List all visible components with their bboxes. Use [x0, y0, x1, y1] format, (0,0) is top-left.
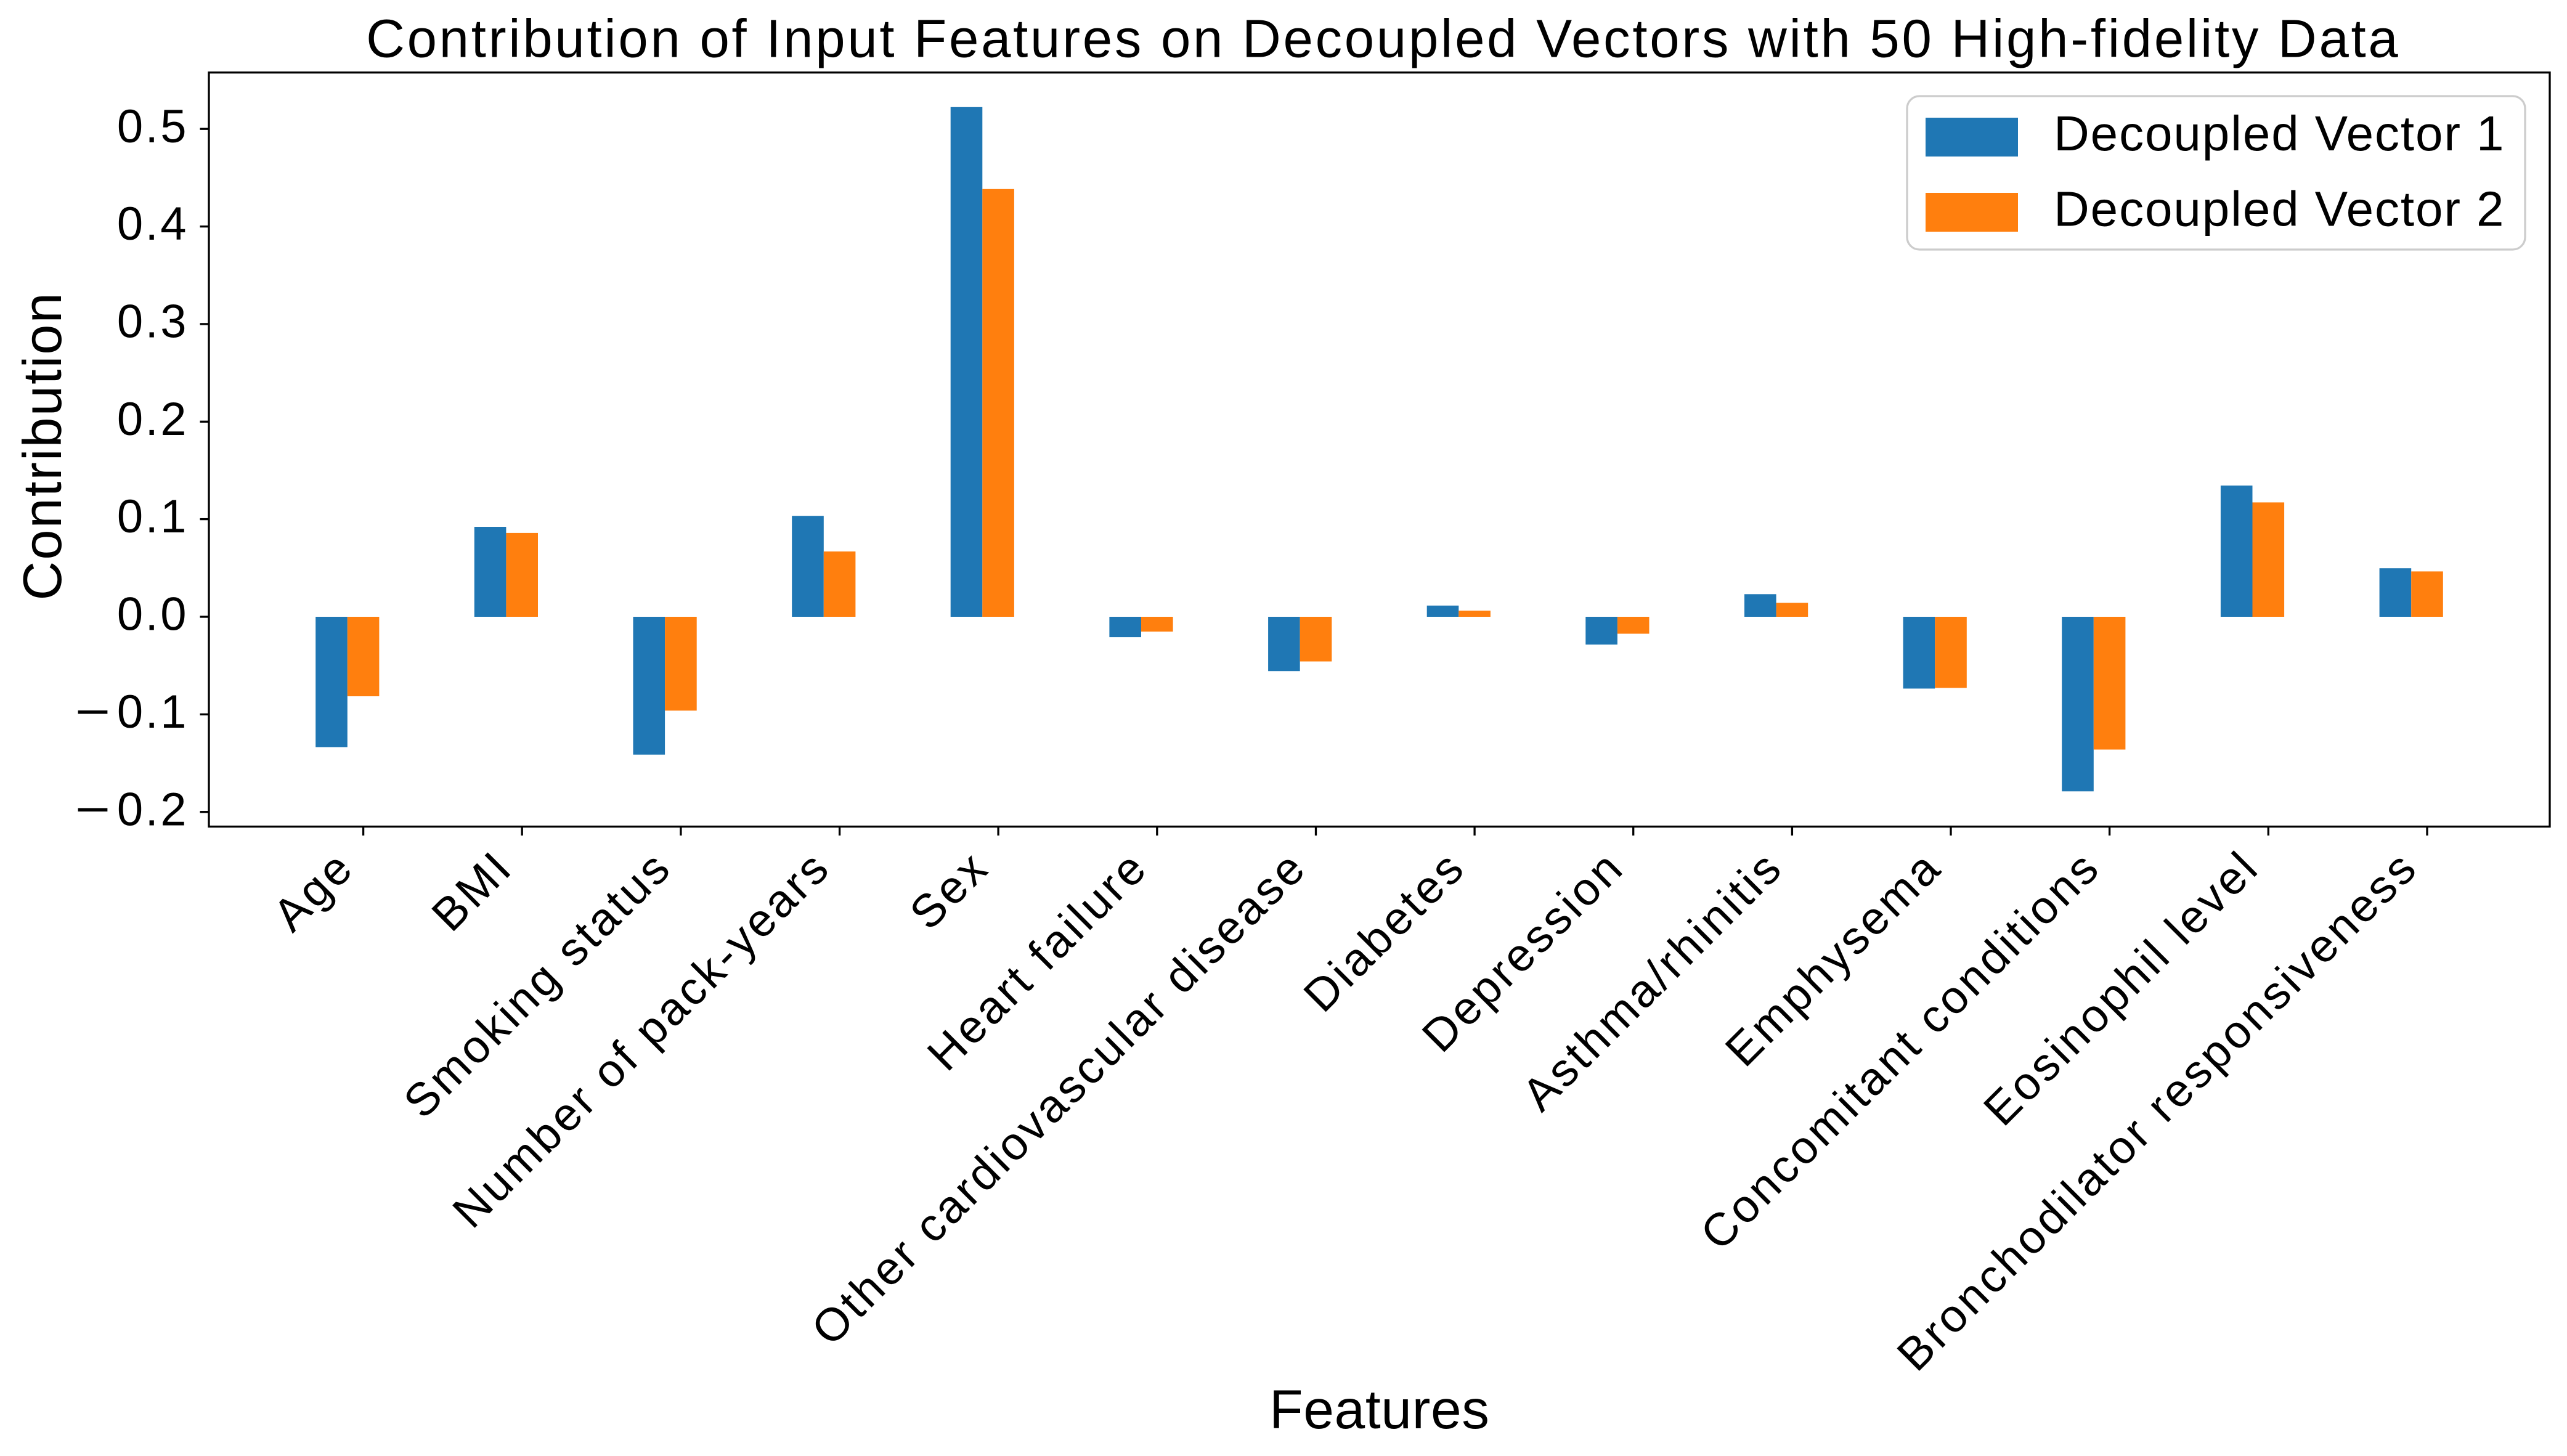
svg-text:Contribution of Input Features: Contribution of Input Features on Decoup…: [366, 9, 2400, 69]
svg-text:−0.2: −0.2: [75, 783, 189, 836]
svg-text:Contribution: Contribution: [12, 291, 73, 600]
svg-text:0.0: 0.0: [117, 588, 189, 641]
svg-text:Features: Features: [1269, 1378, 1490, 1440]
svg-text:−0.1: −0.1: [75, 686, 189, 738]
svg-text:Decoupled Vector 2: Decoupled Vector 2: [2054, 182, 2505, 237]
svg-text:Decoupled Vector 1: Decoupled Vector 1: [2054, 106, 2505, 161]
svg-text:0.1: 0.1: [117, 490, 189, 543]
svg-text:0.5: 0.5: [117, 100, 189, 153]
svg-text:0.3: 0.3: [117, 296, 189, 348]
svg-text:0.2: 0.2: [117, 393, 189, 445]
svg-text:0.4: 0.4: [117, 198, 189, 250]
